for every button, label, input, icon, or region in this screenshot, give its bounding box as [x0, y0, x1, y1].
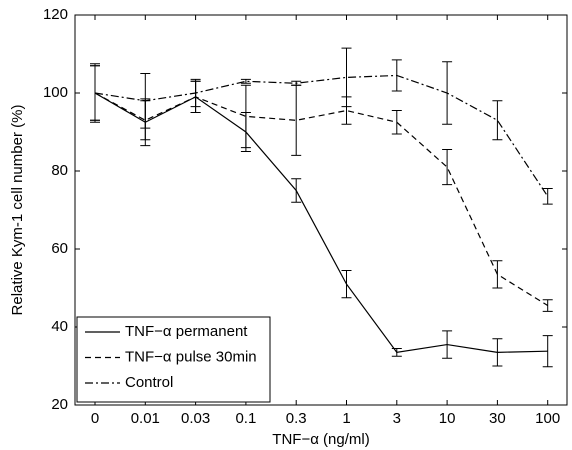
- legend-label: Control: [125, 374, 173, 391]
- y-axis-label: Relative Kym-1 cell number (%): [9, 105, 26, 316]
- error-bar: [542, 299, 553, 312]
- series-line: [94, 92, 549, 307]
- x-tick-label: 0.1: [235, 410, 256, 427]
- legend-label: TNF−α permanent: [125, 323, 248, 340]
- y-tick-label: 20: [51, 396, 68, 413]
- error-bar: [240, 78, 251, 84]
- series-line: [94, 92, 548, 353]
- y-tick-label: 80: [51, 162, 68, 179]
- error-bar: [391, 347, 402, 357]
- x-tick-label: 3: [393, 410, 401, 427]
- error-bar: [291, 80, 302, 86]
- error-bar: [190, 78, 201, 108]
- error-bar: [341, 47, 352, 108]
- x-tick-label: 0.3: [286, 410, 307, 427]
- error-bar: [492, 100, 503, 141]
- error-bar: [90, 65, 100, 121]
- error-bar: [341, 269, 352, 299]
- y-tick-label: 60: [51, 240, 68, 257]
- legend-box: [76, 316, 271, 403]
- error-bar: [140, 73, 151, 129]
- error-bar: [542, 188, 553, 205]
- error-bar: [492, 260, 503, 289]
- error-bar: [492, 338, 503, 367]
- series-line: [94, 74, 549, 197]
- legend-label: TNF−α pulse 30min: [125, 348, 257, 365]
- x-tick-label: 0.01: [131, 410, 160, 427]
- x-tick-label: 0.03: [181, 410, 210, 427]
- error-bar: [240, 84, 251, 149]
- x-tick-label: 100: [535, 410, 560, 427]
- error-bar: [542, 335, 553, 368]
- plot-frame: [74, 14, 568, 406]
- x-tick-label: 30: [489, 410, 506, 427]
- x-tick-label: 0: [91, 410, 99, 427]
- x-tick-label: 1: [342, 410, 350, 427]
- error-bar: [442, 61, 453, 125]
- error-bar: [291, 178, 302, 203]
- error-bar: [442, 149, 453, 186]
- y-tick-label: 40: [51, 318, 68, 335]
- y-tick-label: 120: [43, 6, 68, 23]
- error-bar: [391, 59, 402, 92]
- x-axis-label: TNF−α (ng/ml): [272, 431, 369, 448]
- error-bar: [442, 330, 453, 359]
- x-tick-label: 10: [439, 410, 456, 427]
- y-tick-label: 100: [43, 84, 68, 101]
- error-bar: [391, 110, 402, 135]
